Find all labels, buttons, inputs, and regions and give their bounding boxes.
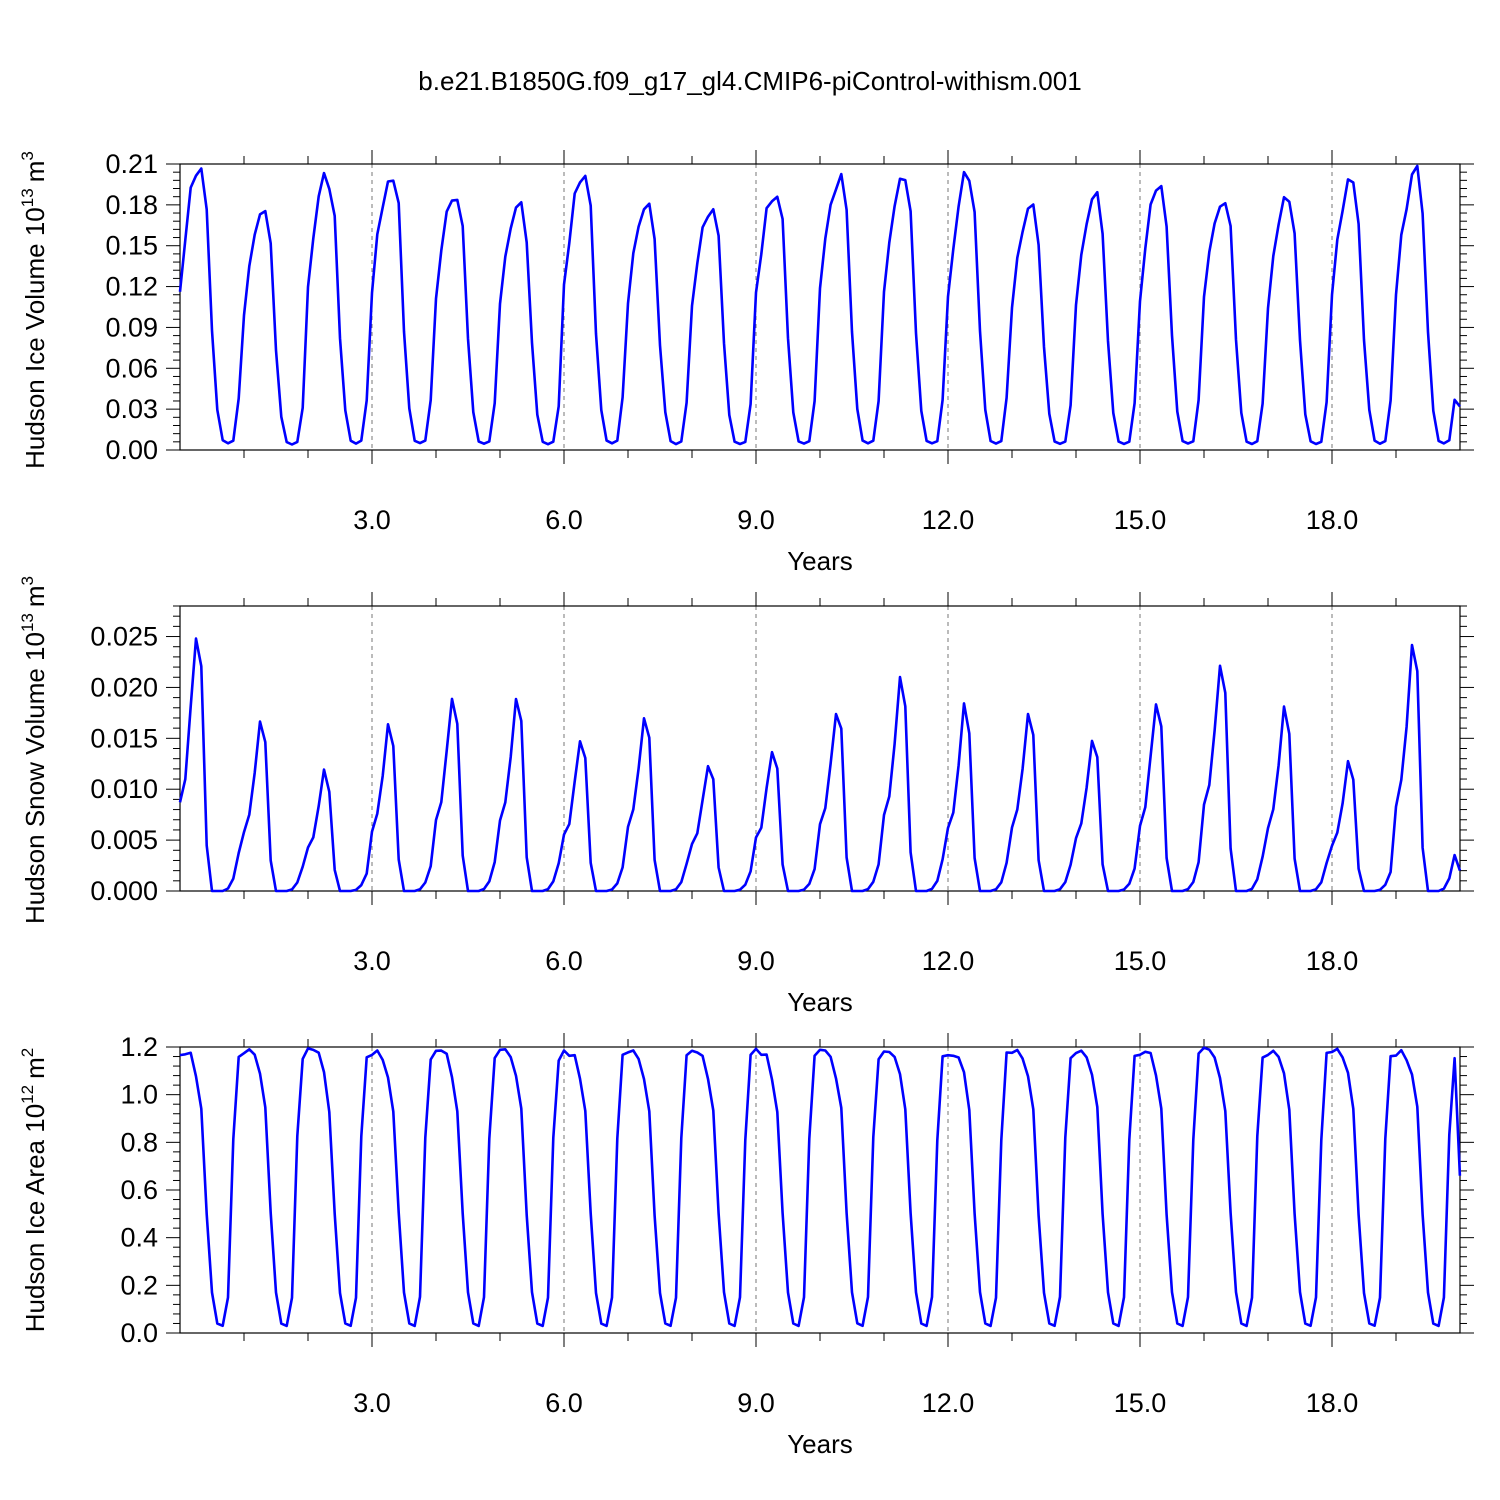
ice-volume-x-tick-label: 18.0 <box>1306 505 1359 535</box>
ice-volume-x-tick-label: 6.0 <box>545 505 583 535</box>
ice-area-y-axis-label-text: Hudson Ice Area 10 <box>20 1104 50 1332</box>
figure-title: b.e21.B1850G.f09_g17_gl4.CMIP6-piControl… <box>418 66 1082 96</box>
ice-volume-y-tick-label: 0.18 <box>105 190 158 220</box>
snow-volume-y-tick-label: 0.010 <box>90 774 158 804</box>
snow-volume-y-axis-label: Hudson Snow Volume 1013 m3 <box>18 576 50 924</box>
ice-area-x-tick-label: 9.0 <box>737 1388 775 1418</box>
snow-volume-x-axis-label: Years <box>787 987 853 1017</box>
ice-area-x-tick-label: 6.0 <box>545 1388 583 1418</box>
ice-volume-x-tick-label: 3.0 <box>353 505 391 535</box>
ice-volume-x-tick-label: 12.0 <box>922 505 975 535</box>
snow-volume-y-tick-label: 0.000 <box>90 876 158 906</box>
ice-area-x-tick-label: 3.0 <box>353 1388 391 1418</box>
snow-volume-y-axis-label-unit: m <box>20 585 50 607</box>
ice-volume-y-axis-label: Hudson Ice Volume 1013 m3 <box>18 151 50 469</box>
snow-volume-y-axis-label-exp: 13 <box>18 613 37 632</box>
snow-volume-y-tick-label: 0.020 <box>90 672 158 702</box>
ice-volume-y-axis-label-unit-exp: 3 <box>18 151 37 160</box>
snow-volume-x-tick-label: 18.0 <box>1306 946 1359 976</box>
snow-volume-y-tick-label: 0.015 <box>90 723 158 753</box>
ice-area-y-tick-label: 0.8 <box>120 1127 158 1157</box>
ice-volume-y-tick-label: 0.06 <box>105 353 158 383</box>
ice-area-y-tick-label: 0.4 <box>120 1223 158 1253</box>
ice-volume-y-axis-label-text: Hudson Ice Volume 10 <box>20 207 50 469</box>
ice-volume-y-axis-label-exp: 13 <box>18 188 37 207</box>
ice-area-x-tick-label: 15.0 <box>1114 1388 1167 1418</box>
snow-volume-x-tick-label: 9.0 <box>737 946 775 976</box>
snow-volume-x-tick-label: 6.0 <box>545 946 583 976</box>
ice-area-y-tick-label: 1.0 <box>120 1080 158 1110</box>
snow-volume-y-tick-label: 0.005 <box>90 825 158 855</box>
ice-volume-y-tick-label: 0.15 <box>105 231 158 261</box>
snow-volume-y-axis-label-text: Hudson Snow Volume 10 <box>20 632 50 924</box>
ice-area-y-tick-label: 1.2 <box>120 1032 158 1062</box>
ice-volume-y-tick-label: 0.09 <box>105 312 158 342</box>
snow-volume-x-tick-label: 12.0 <box>922 946 975 976</box>
ice-volume-x-tick-label: 15.0 <box>1114 505 1167 535</box>
ice-volume-x-axis-label: Years <box>787 546 853 576</box>
ice-area-x-tick-label: 12.0 <box>922 1388 975 1418</box>
ice-volume-y-axis-label-unit: m <box>20 161 50 183</box>
ice-area-x-tick-label: 18.0 <box>1306 1388 1359 1418</box>
ice-area-x-axis-label: Years <box>787 1429 853 1459</box>
ice-volume-y-tick-label: 0.21 <box>105 149 158 179</box>
ice-area-y-axis-label-unit-exp: 2 <box>18 1048 37 1057</box>
ice-area-panel: 0.0 0.2 0.4 0.6 0.8 1.0 1.2 3.0 6.0 9.0 12.0 15.0 18… <box>18 1032 1474 1459</box>
ice-volume-panel: 0.00 0.03 0.06 0.09 0.12 0.15 0.18 0.21 3.0 6.0 9.… <box>18 149 1474 576</box>
ice-area-y-axis-label-exp: 12 <box>18 1085 37 1104</box>
ice-area-y-tick-label: 0.2 <box>120 1270 158 1300</box>
ice-volume-x-tick-label: 9.0 <box>737 505 775 535</box>
ice-area-y-axis-label: Hudson Ice Area 1012 m2 <box>18 1048 50 1332</box>
ice-volume-y-tick-label: 0.12 <box>105 272 158 302</box>
snow-volume-y-axis-label-unit-exp: 3 <box>18 576 37 585</box>
ice-area-series-line <box>179 1046 1462 1328</box>
ice-volume-y-tick-label: 0.00 <box>105 435 158 465</box>
snow-volume-y-tick-label: 0.025 <box>90 622 158 652</box>
ice-area-y-tick-label: 0.6 <box>120 1175 158 1205</box>
snow-volume-x-tick-label: 3.0 <box>353 946 391 976</box>
ice-area-y-axis-label-unit: m <box>20 1057 50 1079</box>
ice-area-y-tick-label: 0.0 <box>120 1318 158 1348</box>
snow-volume-panel: 0.000 0.005 0.010 0.015 0.020 0.025 3.0 6.0 9.0 1… <box>18 576 1474 1017</box>
ice-volume-series-line <box>178 164 1461 446</box>
snow-volume-x-tick-label: 15.0 <box>1114 946 1167 976</box>
snow-volume-series-line <box>178 637 1462 893</box>
ice-volume-y-tick-label: 0.03 <box>105 394 158 424</box>
